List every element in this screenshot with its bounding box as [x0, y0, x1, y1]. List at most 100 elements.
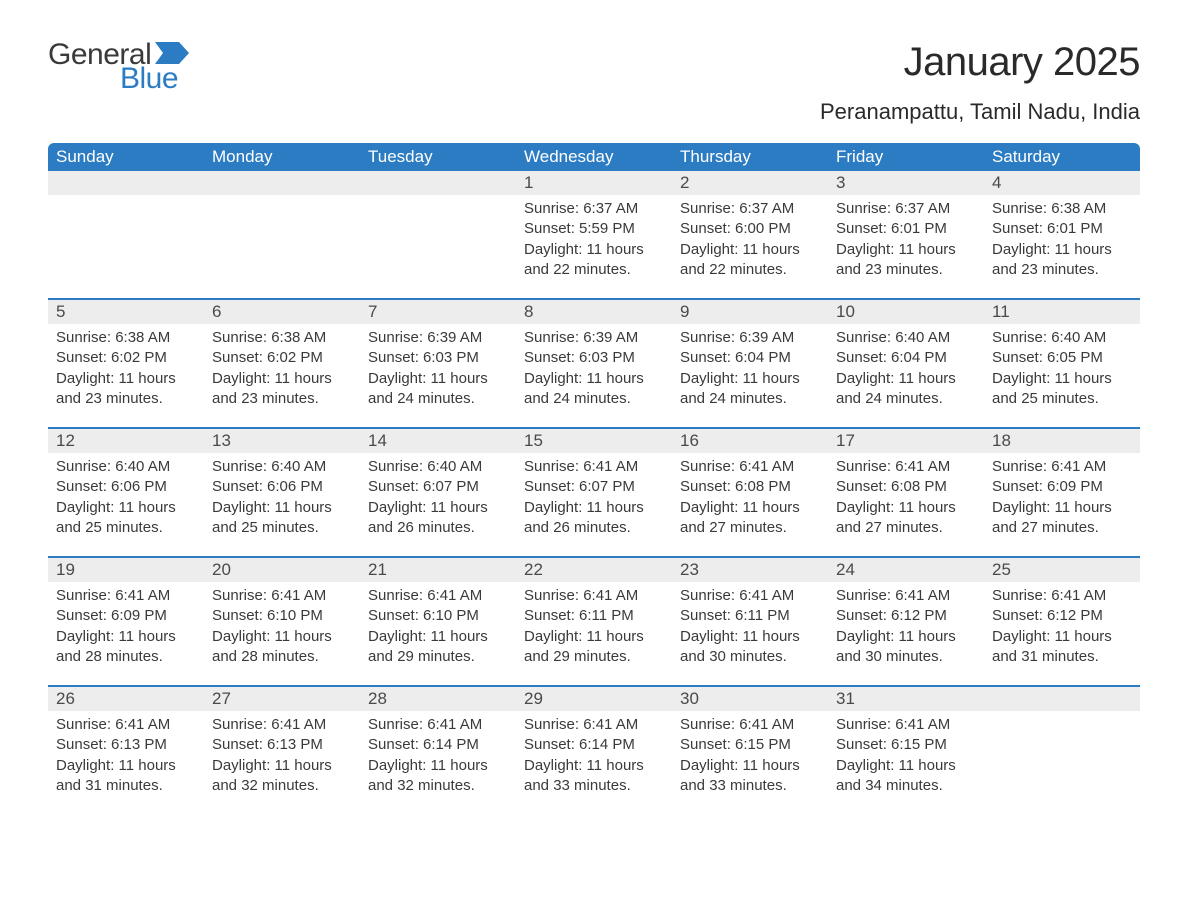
- day-number-cell: 10: [828, 299, 984, 324]
- week-daynum-row: 1234: [48, 171, 1140, 195]
- day-content-cell: Sunrise: 6:41 AMSunset: 6:11 PMDaylight:…: [516, 582, 672, 686]
- day-content-cell: Sunrise: 6:41 AMSunset: 6:15 PMDaylight:…: [672, 711, 828, 815]
- day-number: 27: [212, 689, 231, 708]
- sunrise-text: Sunrise: 6:40 AM: [836, 328, 976, 348]
- day-number-cell: 18: [984, 428, 1140, 453]
- sunset-text: Sunset: 6:02 PM: [56, 348, 196, 368]
- daylight-text: Daylight: 11 hours and 26 minutes.: [524, 498, 664, 539]
- day-number-cell: 31: [828, 686, 984, 711]
- week-content-row: Sunrise: 6:37 AMSunset: 5:59 PMDaylight:…: [48, 195, 1140, 299]
- sunrise-text: Sunrise: 6:39 AM: [680, 328, 820, 348]
- day-content-cell: Sunrise: 6:41 AMSunset: 6:11 PMDaylight:…: [672, 582, 828, 686]
- sunset-text: Sunset: 6:12 PM: [836, 606, 976, 626]
- sunrise-text: Sunrise: 6:41 AM: [680, 715, 820, 735]
- day-header: Thursday: [672, 143, 828, 171]
- sunset-text: Sunset: 6:03 PM: [368, 348, 508, 368]
- sunrise-text: Sunrise: 6:39 AM: [524, 328, 664, 348]
- daylight-text: Daylight: 11 hours and 31 minutes.: [56, 756, 196, 797]
- sunrise-text: Sunrise: 6:40 AM: [56, 457, 196, 477]
- sunrise-text: Sunrise: 6:41 AM: [368, 715, 508, 735]
- day-content-cell: Sunrise: 6:37 AMSunset: 5:59 PMDaylight:…: [516, 195, 672, 299]
- day-number: 6: [212, 302, 221, 321]
- day-number: 16: [680, 431, 699, 450]
- week-daynum-row: 19202122232425: [48, 557, 1140, 582]
- day-number: 14: [368, 431, 387, 450]
- day-number: 11: [992, 302, 1010, 321]
- sunrise-text: Sunrise: 6:41 AM: [680, 457, 820, 477]
- daylight-text: Daylight: 11 hours and 25 minutes.: [992, 369, 1132, 410]
- day-number: 5: [56, 302, 65, 321]
- logo: General Blue: [48, 40, 189, 94]
- sunset-text: Sunset: 6:01 PM: [836, 219, 976, 239]
- day-number: 28: [368, 689, 387, 708]
- daylight-text: Daylight: 11 hours and 25 minutes.: [212, 498, 352, 539]
- day-number: 18: [992, 431, 1011, 450]
- week-daynum-row: 12131415161718: [48, 428, 1140, 453]
- daylight-text: Daylight: 11 hours and 34 minutes.: [836, 756, 976, 797]
- day-content-cell: Sunrise: 6:41 AMSunset: 6:14 PMDaylight:…: [360, 711, 516, 815]
- daylight-text: Daylight: 11 hours and 23 minutes.: [992, 240, 1132, 281]
- day-number-cell: 27: [204, 686, 360, 711]
- day-number: 4: [992, 173, 1001, 192]
- sunrise-text: Sunrise: 6:39 AM: [368, 328, 508, 348]
- daylight-text: Daylight: 11 hours and 22 minutes.: [680, 240, 820, 281]
- day-number: 7: [368, 302, 377, 321]
- day-content-cell: Sunrise: 6:39 AMSunset: 6:04 PMDaylight:…: [672, 324, 828, 428]
- day-number: 31: [836, 689, 855, 708]
- sunrise-text: Sunrise: 6:37 AM: [680, 199, 820, 219]
- day-number-cell: 13: [204, 428, 360, 453]
- location-text: Peranampattu, Tamil Nadu, India: [820, 99, 1140, 125]
- week-content-row: Sunrise: 6:41 AMSunset: 6:09 PMDaylight:…: [48, 582, 1140, 686]
- day-number-cell: [360, 171, 516, 195]
- day-header: Tuesday: [360, 143, 516, 171]
- sunset-text: Sunset: 6:02 PM: [212, 348, 352, 368]
- sunrise-text: Sunrise: 6:41 AM: [524, 457, 664, 477]
- day-number-cell: 16: [672, 428, 828, 453]
- sunset-text: Sunset: 6:06 PM: [56, 477, 196, 497]
- day-number-cell: 2: [672, 171, 828, 195]
- sunrise-text: Sunrise: 6:41 AM: [836, 457, 976, 477]
- sunset-text: Sunset: 6:12 PM: [992, 606, 1132, 626]
- sunrise-text: Sunrise: 6:41 AM: [992, 457, 1132, 477]
- calendar-table: SundayMondayTuesdayWednesdayThursdayFrid…: [48, 143, 1140, 815]
- day-content-cell: Sunrise: 6:41 AMSunset: 6:09 PMDaylight:…: [984, 453, 1140, 557]
- day-number-cell: 7: [360, 299, 516, 324]
- daylight-text: Daylight: 11 hours and 27 minutes.: [836, 498, 976, 539]
- daylight-text: Daylight: 11 hours and 29 minutes.: [524, 627, 664, 668]
- day-number: 10: [836, 302, 855, 321]
- day-number: 21: [368, 560, 387, 579]
- sunrise-text: Sunrise: 6:41 AM: [524, 586, 664, 606]
- day-number-cell: [48, 171, 204, 195]
- daylight-text: Daylight: 11 hours and 24 minutes.: [680, 369, 820, 410]
- daylight-text: Daylight: 11 hours and 28 minutes.: [212, 627, 352, 668]
- day-number-cell: 9: [672, 299, 828, 324]
- day-number-cell: 3: [828, 171, 984, 195]
- sunrise-text: Sunrise: 6:41 AM: [836, 586, 976, 606]
- sunrise-text: Sunrise: 6:37 AM: [836, 199, 976, 219]
- page-header: General Blue January 2025 Peranampattu, …: [48, 40, 1140, 125]
- day-number-cell: 4: [984, 171, 1140, 195]
- day-content-cell: [48, 195, 204, 299]
- day-header-row: SundayMondayTuesdayWednesdayThursdayFrid…: [48, 143, 1140, 171]
- daylight-text: Daylight: 11 hours and 29 minutes.: [368, 627, 508, 668]
- day-number: 29: [524, 689, 543, 708]
- sunrise-text: Sunrise: 6:41 AM: [212, 715, 352, 735]
- week-daynum-row: 262728293031: [48, 686, 1140, 711]
- day-number-cell: 17: [828, 428, 984, 453]
- day-content-cell: [360, 195, 516, 299]
- day-number-cell: 14: [360, 428, 516, 453]
- day-number-cell: [204, 171, 360, 195]
- sunrise-text: Sunrise: 6:41 AM: [56, 715, 196, 735]
- day-content-cell: Sunrise: 6:41 AMSunset: 6:08 PMDaylight:…: [672, 453, 828, 557]
- day-number-cell: 22: [516, 557, 672, 582]
- sunrise-text: Sunrise: 6:37 AM: [524, 199, 664, 219]
- day-content-cell: Sunrise: 6:41 AMSunset: 6:14 PMDaylight:…: [516, 711, 672, 815]
- day-number-cell: [984, 686, 1140, 711]
- day-number-cell: 11: [984, 299, 1140, 324]
- daylight-text: Daylight: 11 hours and 32 minutes.: [212, 756, 352, 797]
- day-content-cell: Sunrise: 6:41 AMSunset: 6:08 PMDaylight:…: [828, 453, 984, 557]
- day-content-cell: Sunrise: 6:40 AMSunset: 6:06 PMDaylight:…: [204, 453, 360, 557]
- day-number-cell: 19: [48, 557, 204, 582]
- day-number: 8: [524, 302, 533, 321]
- sunset-text: Sunset: 6:13 PM: [212, 735, 352, 755]
